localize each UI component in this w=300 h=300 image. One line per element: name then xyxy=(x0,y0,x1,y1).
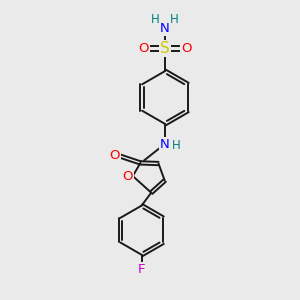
Text: O: O xyxy=(181,42,192,55)
Text: H: H xyxy=(170,13,179,26)
Text: F: F xyxy=(138,263,146,276)
Text: O: O xyxy=(122,169,133,183)
Text: H: H xyxy=(172,139,181,152)
Text: N: N xyxy=(160,22,170,35)
Text: O: O xyxy=(138,42,149,55)
Text: N: N xyxy=(160,138,170,151)
Text: O: O xyxy=(109,149,119,162)
Text: H: H xyxy=(151,13,160,26)
Text: S: S xyxy=(160,41,170,56)
